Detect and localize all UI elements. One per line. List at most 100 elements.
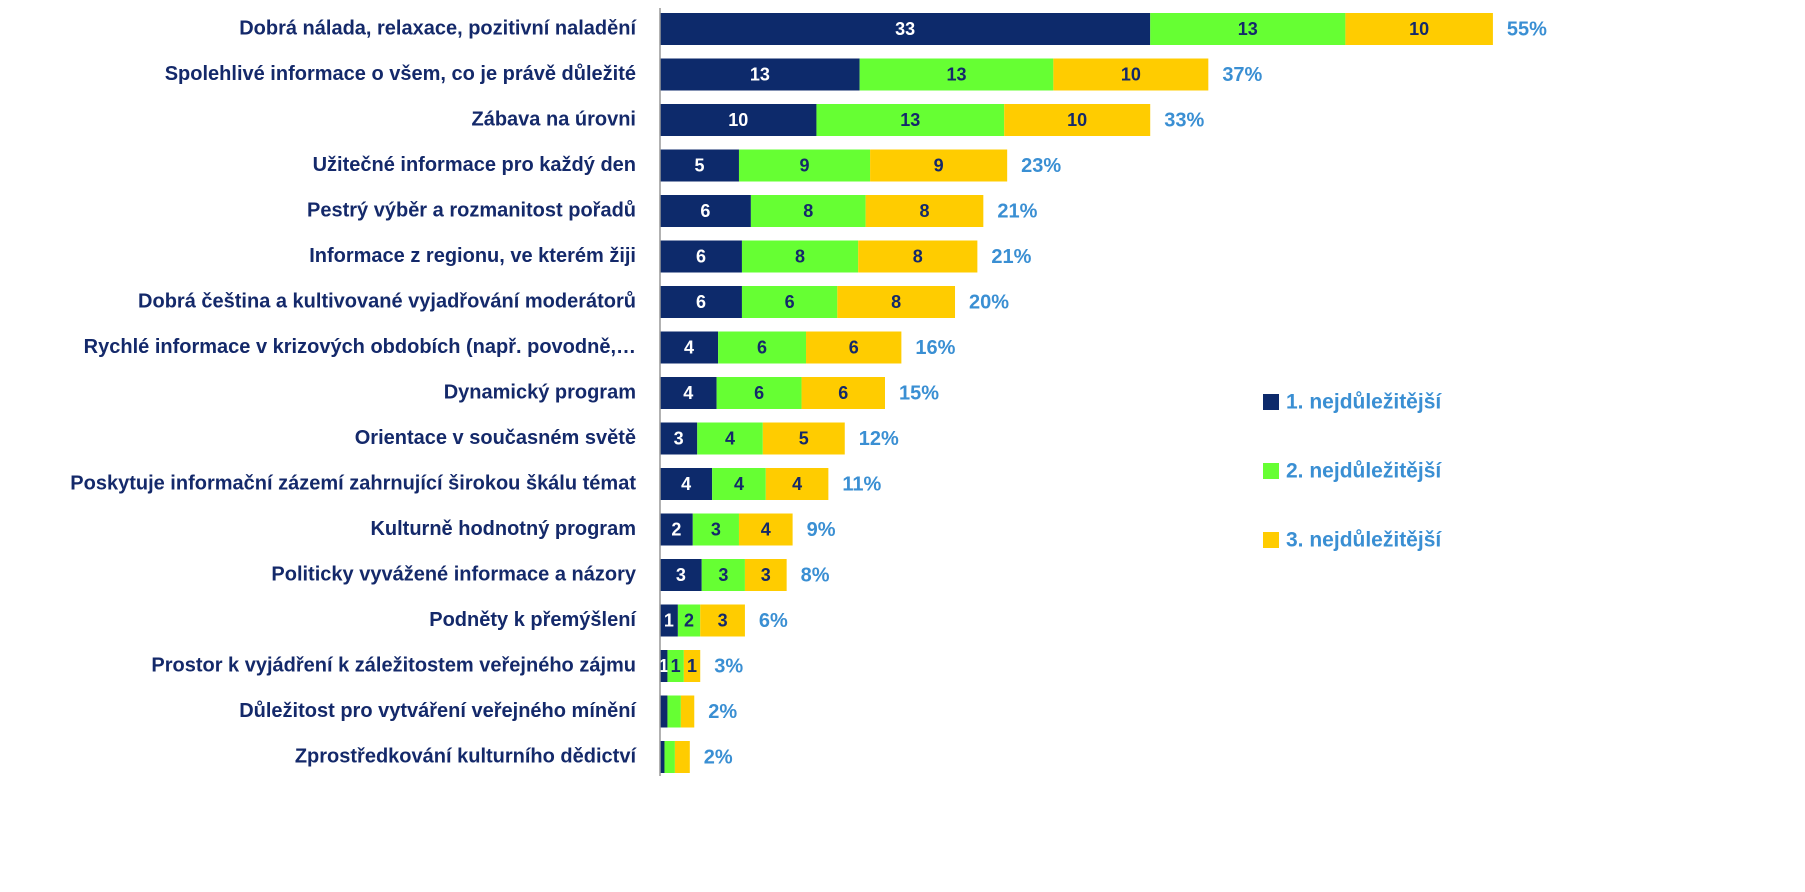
segment-label: 4: [725, 428, 735, 448]
segment-label: 6: [754, 383, 764, 403]
category-label: Spolehlivé informace o všem, co je právě…: [165, 63, 636, 85]
segment-label: 13: [946, 64, 966, 84]
total-label: 2%: [708, 701, 737, 723]
total-label: 15%: [899, 382, 939, 404]
bar-segment: [660, 104, 817, 136]
bar-segment: [660, 513, 693, 546]
total-label: 3%: [714, 655, 743, 677]
bar-segment: [718, 331, 807, 364]
segment-label: 8: [891, 292, 901, 312]
segment-label: 6: [849, 337, 859, 357]
bar-segment: [1004, 104, 1151, 136]
bar-segment: [660, 559, 702, 591]
bar-segment: [683, 650, 701, 682]
bar-segment: [697, 422, 763, 455]
legend-swatch: [1263, 532, 1279, 548]
segment-label: 5: [799, 428, 809, 448]
category-label: Zábava na úrovni: [472, 108, 637, 130]
total-label: 23%: [1021, 155, 1061, 177]
category-label: Dobrá nálada, relaxace, pozitivní naladě…: [239, 17, 637, 39]
bar-segment: [716, 377, 802, 409]
bar-segment: [674, 741, 690, 773]
total-label: 55%: [1507, 18, 1547, 40]
segment-label: 10: [1067, 110, 1087, 130]
segment-label: 10: [1121, 64, 1141, 84]
segment-label: 8: [795, 246, 805, 266]
total-label: 11%: [842, 473, 881, 495]
segment-label: 6: [696, 246, 706, 266]
bar-segment: [667, 650, 684, 682]
bar-segment: [660, 58, 860, 91]
segment-label: 10: [1409, 19, 1429, 39]
segment-label: 9: [800, 155, 810, 175]
bar-segment: [859, 58, 1054, 91]
category-label: Podněty k přemýšlení: [429, 609, 637, 631]
bar-segment: [858, 240, 978, 273]
bar-segment: [701, 559, 745, 591]
segment-label: 8: [919, 201, 929, 221]
bar-segment: [750, 195, 866, 227]
segment-label: 3: [718, 565, 728, 585]
segment-label: 1: [664, 610, 674, 630]
segment-label: 4: [681, 474, 691, 494]
bar-segment: [660, 13, 1151, 45]
bar-segment: [744, 559, 787, 591]
segment-label: 3: [761, 565, 771, 585]
bar-segment: [660, 422, 698, 455]
segment-label: 13: [900, 110, 920, 130]
category-label: Informace z regionu, ve kterém žiji: [309, 245, 636, 267]
bar-segment: [660, 604, 678, 637]
total-label: 20%: [969, 291, 1009, 313]
category-label: Dobrá čeština a kultivované vyjadřování …: [138, 290, 636, 312]
total-label: 21%: [991, 246, 1031, 268]
bar-segment: [660, 331, 719, 364]
category-label: Kulturně hodnotný program: [370, 518, 636, 540]
bar-segment: [667, 695, 681, 728]
bar-segment: [660, 149, 739, 182]
total-label: 2%: [704, 746, 733, 768]
category-label: Dynamický program: [444, 381, 636, 403]
bar-segment: [664, 741, 675, 773]
bar-segment: [680, 695, 695, 728]
total-label: 37%: [1222, 64, 1262, 86]
bar-segment: [1345, 13, 1493, 45]
bar-segment: [738, 513, 793, 546]
legend-swatch: [1263, 394, 1279, 410]
bar-segment: [762, 422, 845, 455]
category-label: Poskytuje informační zázemí zahrnující š…: [70, 472, 636, 494]
category-label: Důležitost pro vytváření veřejného míněn…: [239, 700, 637, 722]
segment-label: 5: [694, 155, 704, 175]
bar-segment: [692, 513, 739, 546]
total-label: 12%: [859, 428, 899, 450]
segment-label: 6: [785, 292, 795, 312]
bar-segment: [660, 468, 713, 500]
segment-label: 3: [718, 610, 728, 630]
segment-label: 4: [792, 474, 802, 494]
bar-segment: [765, 468, 829, 500]
bar-segment: [741, 286, 838, 318]
category-label: Prostor k vyjádření k záležitostem veřej…: [151, 654, 636, 676]
legend-label: 2. nejdůležitější: [1286, 460, 1442, 483]
category-label: Orientace v současném světě: [355, 427, 636, 449]
category-label: Užitečné informace pro každý den: [313, 154, 636, 176]
total-label: 6%: [759, 610, 788, 632]
bar-segment: [660, 286, 742, 318]
segment-label: 8: [803, 201, 813, 221]
segment-label: 6: [696, 292, 706, 312]
bar-segment: [806, 331, 902, 364]
bar-segment: [741, 240, 859, 273]
segment-label: 3: [674, 428, 684, 448]
category-label: Rychlé informace v krizových obdobích (n…: [84, 336, 636, 358]
segment-label: 9: [934, 155, 944, 175]
total-label: 16%: [915, 337, 955, 359]
total-label: 21%: [997, 200, 1037, 222]
bar-segment: [816, 104, 1005, 136]
segment-label: 3: [676, 565, 686, 585]
bar-segment: [660, 240, 742, 273]
segment-label: 4: [684, 337, 694, 357]
segment-label: 10: [728, 110, 748, 130]
segment-label: 2: [684, 610, 694, 630]
segment-label: 13: [1238, 19, 1258, 39]
segment-label: 1: [687, 656, 697, 676]
segment-label: 1: [671, 656, 681, 676]
